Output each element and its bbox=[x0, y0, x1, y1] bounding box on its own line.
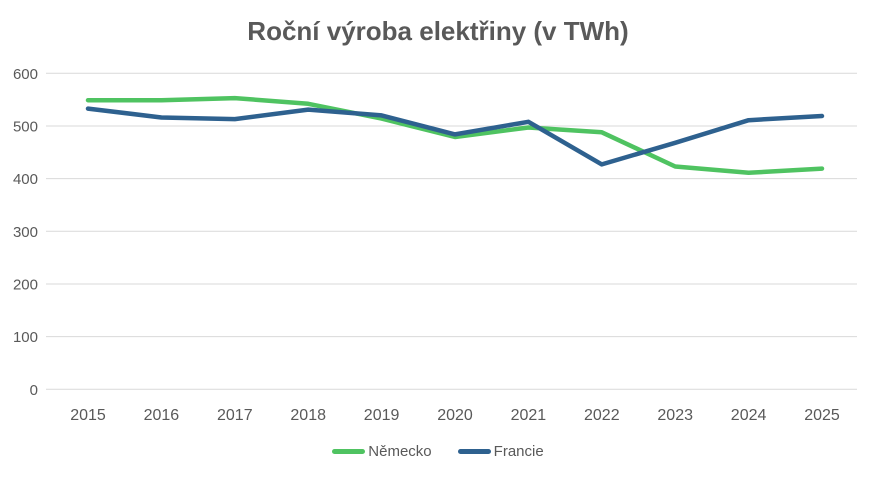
y-axis-label-600: 600 bbox=[13, 66, 38, 83]
x-axis-label-2024: 2024 bbox=[731, 407, 767, 424]
x-axis-label-2016: 2016 bbox=[144, 407, 180, 424]
legend-label-nemecko: Německo bbox=[368, 443, 432, 460]
series-line-německo bbox=[85, 95, 825, 176]
y-axis-label-0: 0 bbox=[30, 382, 38, 399]
x-axis-label-2022: 2022 bbox=[584, 407, 620, 424]
x-axis-label-2019: 2019 bbox=[364, 407, 400, 424]
legend-item-francie: Francie bbox=[457, 443, 544, 460]
x-axis-label-2023: 2023 bbox=[657, 407, 693, 424]
nemecko-line-swatch-icon bbox=[332, 449, 366, 454]
x-axis-label-2015: 2015 bbox=[70, 407, 106, 424]
y-axis-label-200: 200 bbox=[13, 276, 38, 293]
x-axis-label-2021: 2021 bbox=[511, 407, 547, 424]
y-axis-label-100: 100 bbox=[13, 329, 38, 346]
x-axis-label-2020: 2020 bbox=[437, 407, 473, 424]
x-axis-label-2017: 2017 bbox=[217, 407, 253, 424]
chart-legend: Německo Francie bbox=[0, 443, 876, 460]
series-line-francie bbox=[85, 106, 825, 167]
y-axis-label-300: 300 bbox=[13, 224, 38, 241]
x-axis-label-2018: 2018 bbox=[290, 407, 326, 424]
francie-line-swatch-icon bbox=[457, 449, 491, 454]
legend-item-nemecko: Německo bbox=[332, 443, 432, 460]
y-axis-label-400: 400 bbox=[13, 171, 38, 188]
x-axis-label-2025: 2025 bbox=[804, 407, 840, 424]
legend-label-francie: Francie bbox=[493, 443, 544, 460]
chart-title: Roční výroba elektřiny (v TWh) bbox=[247, 16, 629, 46]
y-axis-label-500: 500 bbox=[13, 118, 38, 135]
